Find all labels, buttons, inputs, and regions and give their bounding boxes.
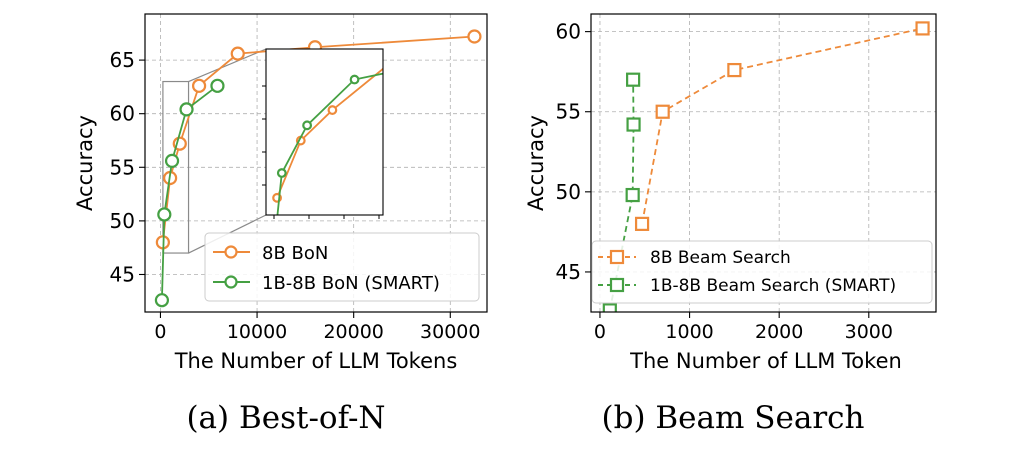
y-tick-label: 45 — [556, 260, 581, 284]
legend-marker-smart-beam — [609, 277, 625, 293]
inset-background — [266, 49, 383, 215]
legend-box — [591, 240, 933, 304]
panel-a-x-ticks: 0 10000 20000 30000 — [154, 312, 481, 343]
caption-a: (a) Best-of-N — [186, 400, 386, 436]
legend-label-8b-bon: 8B BoN — [262, 243, 328, 264]
inset-data-point-1b-8b-bon-smart — [302, 120, 313, 131]
legend-label-smart-beam: 1B-8B Beam Search (SMART) — [650, 276, 896, 296]
inset-series — [272, 67, 383, 215]
zoom-connector — [188, 48, 267, 83]
panel-b-legend: 8B Beam Search 1B-8B Beam Search (SMART) — [591, 240, 933, 304]
panel-a-xlabel: The Number of LLM Tokens — [174, 349, 458, 373]
inset-ticks — [262, 85, 380, 219]
panel-a-frame — [144, 13, 488, 313]
x-tick-label: 20000 — [323, 321, 383, 343]
inset-data-point-8b-bon — [327, 105, 338, 115]
x-tick-label: 3000 — [845, 321, 893, 343]
legend-box — [204, 232, 480, 302]
data-point-8b-beam-search — [915, 21, 930, 36]
panel-a-best-of-n: 0 10000 20000 30000 45 50 55 60 65 The Number o… — [73, 13, 488, 373]
panel-b-series — [602, 21, 930, 312]
data-point-1b-8b-bon-smart — [157, 207, 172, 222]
panel-a-legend: 8B BoN 1B-8B BoN (SMART) — [204, 232, 480, 302]
y-tick-label: 55 — [110, 155, 135, 179]
panel-a-inset — [262, 48, 384, 219]
data-point-1b-8b-beam-search-smart — [626, 72, 641, 87]
panel-b-y-ticks: 45 50 55 60 — [556, 20, 591, 284]
data-point-1b-8b-beam-search-smart — [626, 117, 641, 132]
panel-a-y-ticks: 45 50 55 60 65 — [110, 48, 145, 286]
panel-a-ylabel: Accuracy — [73, 115, 97, 211]
series-line-8b-beam-search — [641, 27, 923, 225]
caption-b: (b) Beam Search — [601, 400, 865, 436]
inset-data-point-1b-8b-bon-smart — [349, 74, 360, 85]
y-tick-label: 60 — [556, 20, 581, 44]
panel-b-frame — [590, 13, 937, 313]
y-tick-label: 65 — [110, 48, 135, 72]
data-point-1b-8b-bon-smart — [179, 102, 194, 117]
x-tick-label: 10000 — [227, 321, 287, 343]
inset-frame — [265, 48, 384, 216]
data-point-8b-bon — [230, 46, 245, 61]
x-tick-label: 0 — [594, 321, 606, 343]
legend-marker-smart-bon — [224, 275, 238, 289]
legend-marker-8b-bon — [224, 245, 238, 259]
y-tick-label: 50 — [110, 209, 135, 233]
data-point-1b-8b-beam-search-smart — [625, 187, 640, 203]
y-tick-label: 60 — [110, 102, 135, 126]
x-tick-label: 30000 — [420, 321, 480, 343]
data-point-8b-bon — [192, 78, 207, 93]
y-tick-label: 55 — [556, 100, 581, 124]
data-point-1b-8b-beam-search-smart — [602, 303, 617, 312]
legend-marker-8b-beam — [609, 249, 625, 265]
panel-b-beam-search: 0 1000 2000 3000 45 50 55 60 The Number of LLM… — [524, 13, 937, 373]
panel-b-xlabel: The Number of LLM Token — [629, 349, 902, 373]
panel-b-x-ticks: 0 1000 2000 3000 — [594, 312, 893, 343]
panel-b-ylabel: Accuracy — [524, 115, 548, 211]
data-point-1b-8b-bon-smart — [164, 153, 180, 168]
data-point-1b-8b-bon-smart — [154, 293, 170, 308]
inset-data-point-1b-8b-bon-smart — [276, 168, 287, 178]
panel-a-series — [154, 29, 482, 308]
x-tick-label: 2000 — [755, 321, 803, 343]
data-point-8b-beam-search — [727, 62, 742, 78]
legend-label-8b-beam: 8B Beam Search — [650, 248, 791, 268]
zoom-region-box — [162, 80, 190, 254]
x-tick-label: 1000 — [665, 321, 713, 343]
data-point-8b-beam-search — [655, 104, 670, 119]
data-point-1b-8b-bon-smart — [210, 78, 225, 93]
y-tick-label: 45 — [110, 262, 135, 286]
series-line-1b-8b-beam-search-smart — [608, 79, 635, 311]
data-point-8b-bon — [467, 29, 482, 44]
legend-label-smart-bon: 1B-8B BoN (SMART) — [262, 273, 440, 294]
data-point-8b-beam-search — [634, 216, 650, 231]
x-tick-label: 0 — [154, 321, 166, 343]
y-tick-label: 50 — [556, 180, 581, 204]
